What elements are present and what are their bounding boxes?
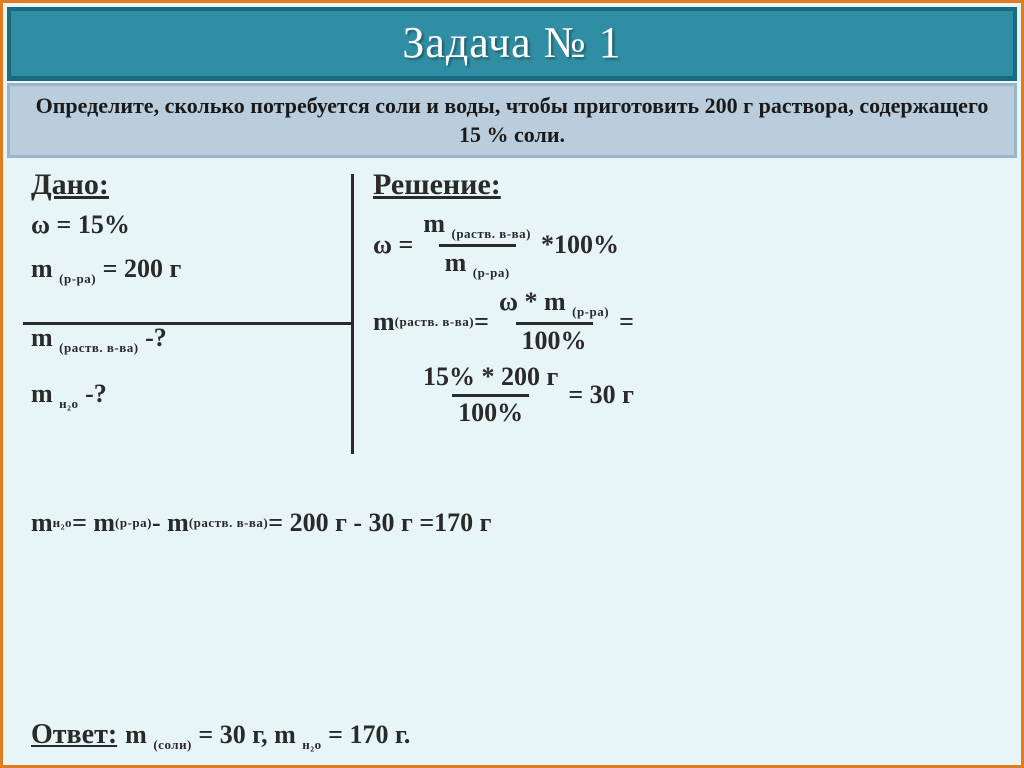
answer-label: Ответ:: [31, 719, 117, 751]
text: m: [125, 720, 153, 749]
fraction: ω * m (р-ра) 100%: [493, 288, 615, 355]
text: m: [31, 508, 53, 538]
fraction: m (раств. в-ва) m (р-ра): [417, 210, 537, 280]
given-m-solution: m (р-ра) = 200 г: [31, 254, 351, 287]
subscript: н₂о: [302, 737, 321, 752]
subscript: (соли): [153, 737, 192, 752]
tail: =: [619, 307, 634, 337]
solution-header: Решение:: [373, 168, 993, 202]
equation-numeric: 15% * 200 г 100% = 30 г: [413, 363, 993, 427]
tail: = 30 г: [568, 380, 634, 410]
equation-m-substance: m (раств. в-ва) = ω * m (р-ра) 100% =: [373, 288, 993, 355]
text: - m: [152, 508, 189, 538]
denominator: m (р-ра): [439, 244, 516, 280]
numerator: 15% * 200 г: [417, 363, 564, 394]
water-mass-equation: m н₂о = m (р-ра) - m (раств. в-ва) = 200…: [31, 468, 991, 546]
numerator: ω * m (р-ра): [493, 288, 615, 321]
equation-omega-formula: ω = m (раств. в-ва) m (р-ра) *100%: [373, 210, 993, 280]
denominator: 100%: [516, 322, 593, 356]
lhs: ω =: [373, 230, 413, 260]
text: m: [423, 209, 451, 238]
answer-block: Ответ: m (соли) = 30 г, m н₂о = 170 г.: [31, 719, 991, 753]
fraction: 15% * 200 г 100%: [417, 363, 564, 427]
title-text: Задача № 1: [402, 18, 621, 67]
subscript: (раств. в-ва): [395, 314, 474, 330]
text: = 170 г.: [322, 720, 411, 749]
slide: Задача № 1 Определите, сколько потребует…: [0, 0, 1024, 768]
subscript: (р-ра): [115, 515, 152, 531]
subscript: (р-ра): [473, 265, 510, 280]
subscript: (р-ра): [59, 271, 96, 286]
text: m: [31, 323, 59, 352]
lhs-prefix: m: [373, 307, 395, 337]
text: = 200 г - 30 г =170 г: [268, 508, 491, 538]
numerator: m (раств. в-ва): [417, 210, 537, 243]
subscript: (р-ра): [572, 304, 609, 319]
equation-m-water: m н₂о = m (р-ра) - m (раств. в-ва) = 200…: [31, 508, 991, 538]
text: -?: [139, 323, 167, 352]
subscript: (раств. в-ва): [452, 226, 531, 241]
given-block: Дано: ω = 15% m (р-ра) = 200 г m (раств.…: [31, 168, 351, 426]
given-header: Дано:: [31, 168, 351, 202]
vertical-separator: [351, 174, 354, 454]
text: m: [31, 379, 59, 408]
solution-block: Решение: ω = m (раств. в-ва) m (р-ра) *1…: [373, 168, 993, 435]
answer-text: m (соли) = 30 г, m н₂о = 170 г.: [125, 720, 410, 753]
text: m: [445, 248, 473, 277]
text: m: [31, 254, 59, 283]
subscript: (раств. в-ва): [189, 515, 268, 531]
text: = 30 г, m: [192, 720, 302, 749]
text: = 200 г: [96, 254, 181, 283]
problem-statement: Определите, сколько потребуется соли и в…: [7, 83, 1017, 158]
text: = m: [72, 508, 115, 538]
eq: =: [474, 307, 489, 337]
title-bar: Задача № 1: [7, 7, 1017, 81]
find-m-water: m н₂о -?: [31, 379, 351, 412]
find-m-substance: m (раств. в-ва) -?: [31, 323, 351, 356]
text: -?: [79, 379, 107, 408]
given-omega: ω = 15%: [31, 210, 351, 240]
text: ω * m: [499, 287, 572, 316]
tail: *100%: [541, 230, 619, 260]
subscript: н₂о: [59, 396, 78, 411]
subscript: н₂о: [53, 515, 72, 531]
denominator: 100%: [452, 394, 529, 428]
content-area: Дано: ω = 15% m (р-ра) = 200 г m (раств.…: [3, 158, 1021, 765]
subscript: (раств. в-ва): [59, 341, 138, 356]
